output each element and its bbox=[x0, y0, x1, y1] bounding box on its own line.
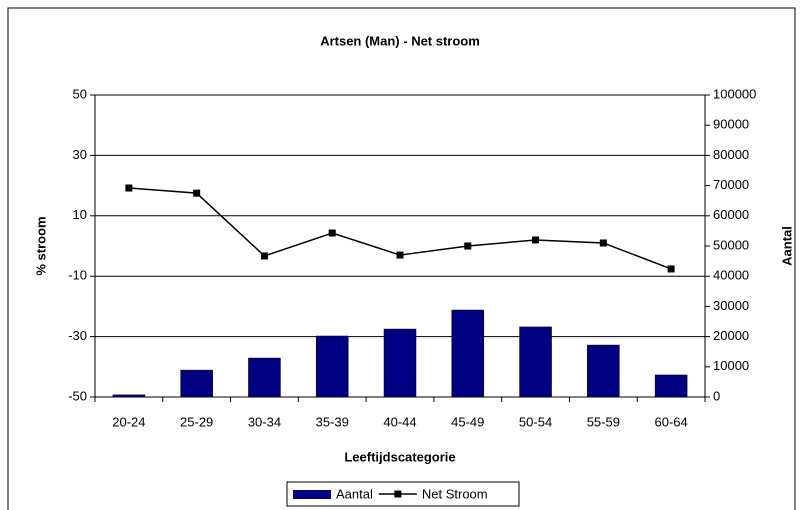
bar bbox=[451, 309, 485, 398]
x-tick-label: 45-49 bbox=[451, 414, 484, 429]
y2-tick-label: 100000 bbox=[713, 86, 756, 101]
y2-tick-label: 50000 bbox=[713, 237, 749, 252]
y-tick-label: -30 bbox=[68, 328, 87, 343]
line-marker bbox=[667, 265, 675, 273]
x-tick-label: 25-29 bbox=[180, 414, 213, 429]
y-tick-label: 50 bbox=[73, 86, 87, 101]
y2-tick-label: 30000 bbox=[713, 298, 749, 313]
y2-tick-label: 80000 bbox=[713, 147, 749, 162]
y-tick-label: -10 bbox=[68, 268, 87, 283]
line-marker bbox=[532, 236, 540, 244]
y2-tick-label: 20000 bbox=[713, 328, 749, 343]
y2-axis-label: Aantal bbox=[779, 226, 794, 266]
line-marker bbox=[260, 252, 268, 260]
line-marker bbox=[464, 242, 472, 250]
y-tick-label: 30 bbox=[73, 147, 87, 162]
x-tick-label: 20-24 bbox=[112, 414, 145, 429]
y-tick-label: 10 bbox=[73, 207, 87, 222]
chart-border bbox=[7, 7, 796, 510]
y2-tick-label: 0 bbox=[713, 388, 720, 403]
legend-label: Net Stroom bbox=[422, 486, 488, 501]
x-tick-label: 50-54 bbox=[519, 414, 552, 429]
x-tick-label: 30-34 bbox=[248, 414, 281, 429]
x-tick-label: 55-59 bbox=[587, 414, 620, 429]
bar bbox=[248, 357, 281, 398]
y2-tick-label: 70000 bbox=[713, 177, 749, 192]
legend-label: Aantal bbox=[336, 486, 373, 501]
line-marker bbox=[396, 251, 404, 259]
line-marker bbox=[125, 184, 133, 192]
legend-swatch bbox=[394, 490, 402, 498]
y2-tick-label: 90000 bbox=[713, 117, 749, 132]
y2-tick-label: 40000 bbox=[713, 268, 749, 283]
line-marker bbox=[193, 189, 201, 197]
legend-swatch bbox=[293, 490, 331, 499]
bar bbox=[112, 394, 146, 398]
chart-title: Artsen (Man) - Net stroom bbox=[320, 33, 480, 48]
y-axis-label: % stroom bbox=[33, 216, 48, 275]
line-marker bbox=[599, 239, 607, 247]
line-marker bbox=[328, 229, 336, 237]
bar bbox=[519, 326, 552, 398]
y-tick-label: -50 bbox=[68, 388, 87, 403]
x-tick-label: 60-64 bbox=[654, 414, 687, 429]
y2-tick-label: 60000 bbox=[713, 207, 749, 222]
x-tick-label: 40-44 bbox=[383, 414, 416, 429]
bar bbox=[587, 344, 620, 398]
x-tick-label: 35-39 bbox=[316, 414, 349, 429]
x-axis-label: Leeftijdscategorie bbox=[344, 449, 455, 464]
y2-tick-label: 10000 bbox=[713, 358, 749, 373]
bar bbox=[315, 335, 349, 398]
bar bbox=[654, 374, 688, 398]
bar bbox=[383, 328, 417, 398]
bar bbox=[180, 369, 213, 398]
